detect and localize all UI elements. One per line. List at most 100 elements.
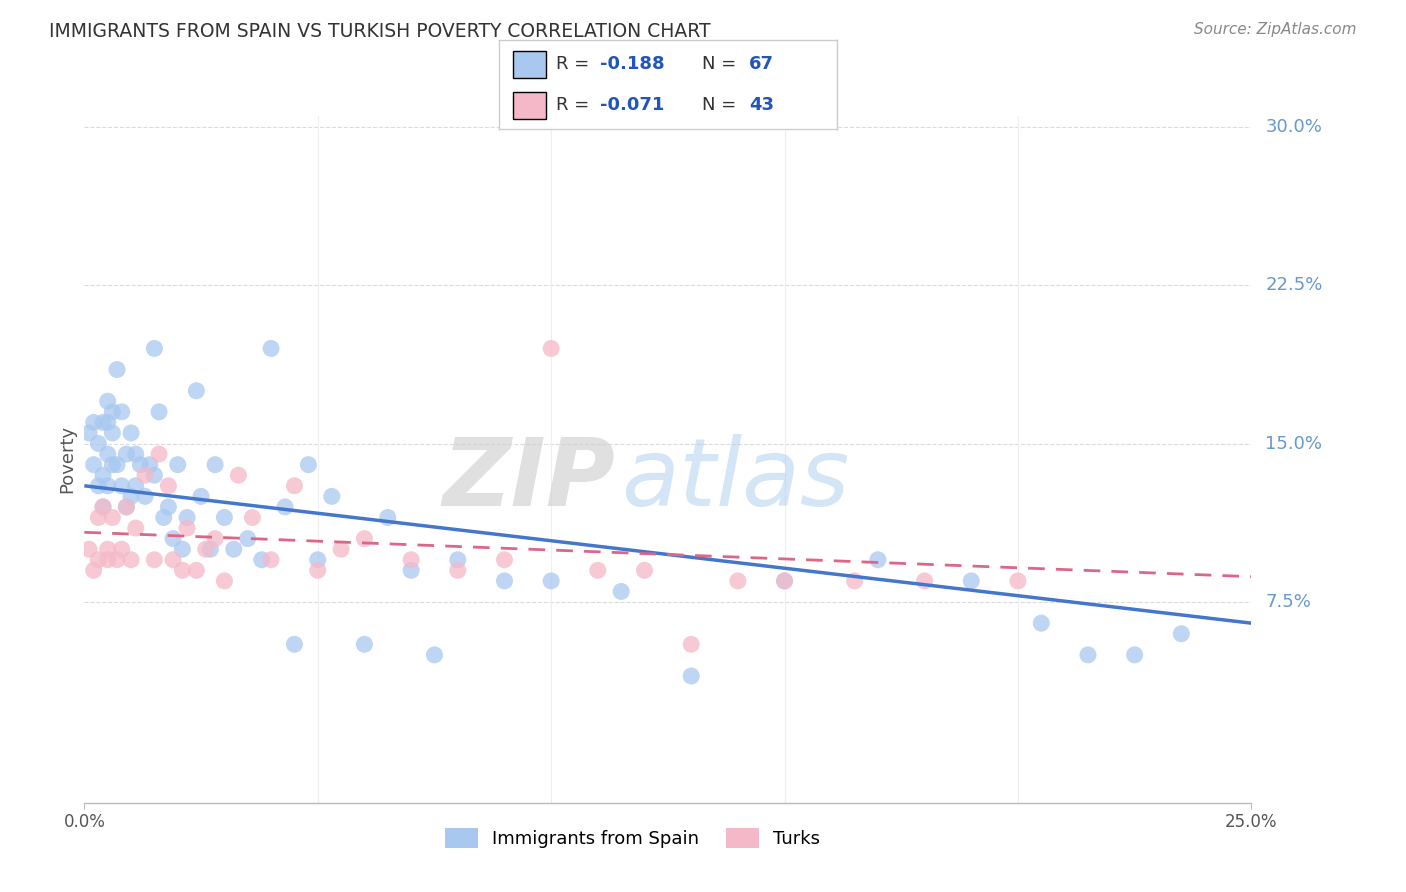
Point <box>83 458 105 472</box>
Point <box>115 500 138 514</box>
Point <box>540 574 562 588</box>
Point <box>111 542 134 557</box>
Point <box>120 425 142 440</box>
Point <box>77 542 100 557</box>
Point <box>115 447 138 461</box>
Point <box>844 574 866 588</box>
Point <box>120 553 142 567</box>
Point <box>727 574 749 588</box>
Point <box>204 458 226 472</box>
Text: -0.188: -0.188 <box>600 55 665 73</box>
Point <box>283 479 305 493</box>
Point <box>423 648 446 662</box>
Point <box>77 425 100 440</box>
Point <box>353 637 375 651</box>
Point <box>399 563 422 577</box>
Point <box>143 468 166 483</box>
Point <box>353 532 375 546</box>
Text: N =: N = <box>702 55 741 73</box>
Point <box>97 416 120 430</box>
Point <box>283 637 305 651</box>
Point <box>200 542 222 557</box>
Point <box>125 447 148 461</box>
Point <box>101 510 124 524</box>
Point <box>97 553 120 567</box>
Point <box>681 669 703 683</box>
Point <box>214 510 236 524</box>
Point <box>111 479 134 493</box>
Point <box>138 458 160 472</box>
Text: 67: 67 <box>749 55 773 73</box>
Text: 7.5%: 7.5% <box>1265 593 1312 611</box>
Point <box>260 553 283 567</box>
Point <box>97 479 120 493</box>
Point <box>91 468 114 483</box>
Point <box>143 342 166 356</box>
FancyBboxPatch shape <box>513 92 547 119</box>
Point <box>129 458 152 472</box>
Point <box>166 458 188 472</box>
Text: 30.0%: 30.0% <box>1265 118 1322 136</box>
Point <box>87 510 110 524</box>
Point <box>1170 626 1192 640</box>
Point <box>399 553 422 567</box>
Point <box>186 563 208 577</box>
Text: Source: ZipAtlas.com: Source: ZipAtlas.com <box>1194 22 1357 37</box>
Point <box>111 405 134 419</box>
Text: atlas: atlas <box>621 434 849 525</box>
Point <box>152 510 174 524</box>
Text: 22.5%: 22.5% <box>1265 276 1323 294</box>
Point <box>97 394 120 409</box>
Point <box>633 563 655 577</box>
Point <box>214 574 236 588</box>
Point <box>321 489 343 503</box>
Point <box>274 500 297 514</box>
Point <box>162 532 184 546</box>
Point <box>447 563 470 577</box>
Point <box>101 405 124 419</box>
Point <box>176 510 198 524</box>
Point <box>914 574 936 588</box>
Point <box>157 479 180 493</box>
Point <box>105 362 128 376</box>
Point <box>87 436 110 450</box>
Point <box>242 510 264 524</box>
Legend: Immigrants from Spain, Turks: Immigrants from Spain, Turks <box>439 821 828 855</box>
Point <box>115 500 138 514</box>
Point <box>105 553 128 567</box>
Point <box>97 542 120 557</box>
Point <box>236 532 259 546</box>
Point <box>97 447 120 461</box>
Point <box>228 468 250 483</box>
Point <box>773 574 796 588</box>
Point <box>204 532 226 546</box>
Text: IMMIGRANTS FROM SPAIN VS TURKISH POVERTY CORRELATION CHART: IMMIGRANTS FROM SPAIN VS TURKISH POVERTY… <box>49 22 711 41</box>
Point <box>494 553 516 567</box>
Text: R =: R = <box>557 55 596 73</box>
Point <box>250 553 273 567</box>
Point <box>1031 616 1053 631</box>
Point <box>120 489 142 503</box>
Point <box>960 574 983 588</box>
Point <box>377 510 399 524</box>
Point <box>176 521 198 535</box>
Point <box>307 563 329 577</box>
Point <box>91 500 114 514</box>
Point <box>157 500 180 514</box>
Point <box>194 542 217 557</box>
Point <box>172 563 194 577</box>
Point <box>866 553 889 567</box>
Point <box>330 542 353 557</box>
Point <box>83 563 105 577</box>
Point <box>148 447 170 461</box>
Point <box>1007 574 1029 588</box>
Point <box>125 479 148 493</box>
Point <box>87 479 110 493</box>
Point <box>586 563 609 577</box>
Text: R =: R = <box>557 96 596 114</box>
Point <box>91 500 114 514</box>
FancyBboxPatch shape <box>513 51 547 78</box>
Point <box>260 342 283 356</box>
Point <box>610 584 633 599</box>
Point <box>162 553 184 567</box>
